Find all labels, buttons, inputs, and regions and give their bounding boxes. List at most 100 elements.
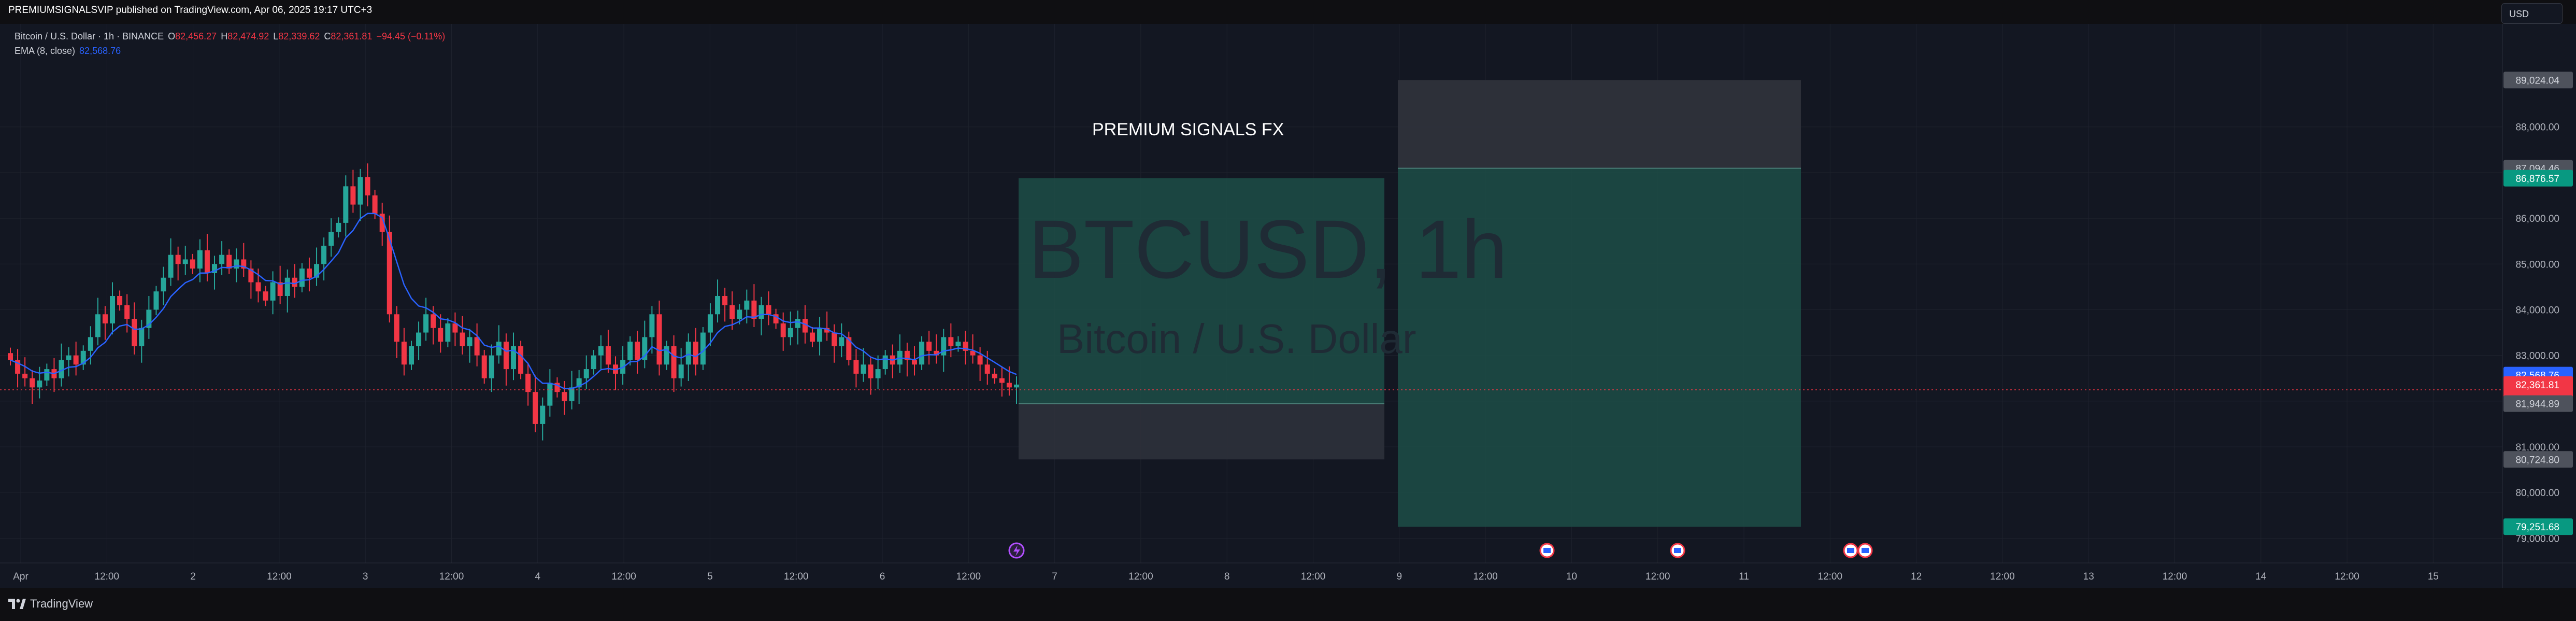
- overlay-title: PREMIUM SIGNALS FX: [1092, 120, 1284, 139]
- candle-body: [934, 350, 939, 356]
- candle-body: [773, 314, 779, 323]
- candle-body: [562, 392, 567, 401]
- candle-body: [117, 296, 123, 305]
- price-axis-bg: [2502, 24, 2576, 588]
- candle-body: [700, 332, 706, 365]
- candle-body: [795, 319, 800, 328]
- ema-line: [10, 213, 1017, 390]
- position1-profit-zone: [1019, 178, 1384, 404]
- candle-body: [992, 373, 997, 378]
- position1-stop-zone: [1019, 403, 1384, 460]
- y-tick-label: 80,000.00: [2515, 488, 2559, 499]
- currency-button[interactable]: USD: [2501, 3, 2563, 24]
- candle-body: [846, 337, 852, 360]
- event-markers: [1008, 542, 1873, 559]
- candle-body: [715, 296, 721, 315]
- candle-body: [80, 350, 86, 365]
- y-tick-label: 83,000.00: [2515, 351, 2559, 362]
- candle-body: [284, 277, 290, 296]
- x-tick-label: 6: [880, 571, 885, 582]
- legend-ema-label[interactable]: EMA (8, close): [15, 46, 76, 56]
- legend-close: 82,361.81: [331, 31, 373, 41]
- candle-body: [481, 355, 487, 378]
- x-tick-label: 12:00: [1301, 571, 1326, 582]
- legend-low: 82,339.62: [278, 31, 320, 41]
- candle-body: [737, 309, 742, 319]
- price-labels: 89,024.0487,094.4686,876.5782,568.7682,3…: [2503, 72, 2573, 535]
- x-tick-label: 12:00: [267, 571, 292, 582]
- legend-open: 82,456.27: [175, 31, 217, 41]
- candle-body: [671, 346, 677, 378]
- watermark-name: Bitcoin / U.S. Dollar: [1057, 316, 1416, 362]
- x-tick-label: 12:00: [1990, 571, 2015, 582]
- candle-body: [30, 378, 35, 388]
- candle-body: [977, 355, 983, 365]
- candle-body: [365, 177, 370, 195]
- candle-body: [970, 350, 976, 356]
- legend-high: 82,474.92: [227, 31, 269, 41]
- x-tick-label: 12:00: [2163, 571, 2187, 582]
- candle-body: [22, 373, 28, 378]
- candle-body: [314, 264, 320, 278]
- candle-body: [664, 346, 669, 365]
- candle-body: [59, 360, 64, 378]
- x-tick-label: 15: [2428, 571, 2439, 582]
- price-label-value: 82,361.81: [2515, 380, 2559, 391]
- x-tick-label: 11: [1739, 571, 1749, 582]
- candle-body: [693, 342, 698, 365]
- candle-body: [132, 319, 137, 346]
- candle-body: [496, 342, 502, 356]
- candle-body: [161, 277, 166, 292]
- price-label-value: 80,724.80: [2515, 455, 2559, 465]
- candle-body: [66, 355, 71, 360]
- candle-body: [445, 323, 451, 342]
- price-axis: 79,000.0080,000.0081,000.0082,000.0083,0…: [2502, 24, 2576, 588]
- candle-body: [904, 350, 910, 360]
- candle-body: [226, 255, 232, 269]
- y-tick-label: 84,000.00: [2515, 305, 2559, 316]
- candle-body: [583, 369, 589, 378]
- x-tick-label: 12:00: [611, 571, 636, 582]
- candle-body: [321, 246, 327, 264]
- y-tick-label: 79,000.00: [2515, 533, 2559, 544]
- candle-body: [948, 337, 954, 346]
- candle-body: [809, 332, 815, 342]
- candle-body: [401, 342, 407, 365]
- candle-body: [722, 296, 728, 305]
- x-tick-label: 7: [1052, 571, 1057, 582]
- x-tick-label: 13: [2083, 571, 2094, 582]
- candle-body: [467, 337, 473, 346]
- candle-body: [882, 355, 888, 370]
- position2-profit-zone: [1398, 168, 1801, 527]
- candle-body: [372, 195, 378, 214]
- chart-panel[interactable]: BTCUSD, 1h Bitcoin / U.S. Dollar PREMIUM…: [0, 24, 2576, 588]
- x-tick-label: 12:00: [784, 571, 809, 582]
- candle-body: [350, 186, 356, 205]
- y-tick-label: 86,000.00: [2515, 214, 2559, 224]
- candle-body: [853, 360, 859, 374]
- x-tick-label: 9: [1397, 571, 1403, 582]
- candle-body: [416, 332, 422, 346]
- candle-body: [357, 177, 363, 205]
- symbol-watermark: BTCUSD, 1h Bitcoin / U.S. Dollar: [1028, 203, 1508, 362]
- candle-body: [8, 353, 13, 360]
- x-tick-label: 14: [2255, 571, 2267, 582]
- legend-change: −94.45 (−0.11%): [376, 31, 446, 41]
- candle-body: [452, 323, 458, 333]
- x-tick-label: 12: [1911, 571, 1922, 582]
- candle-body: [219, 255, 225, 264]
- legend-high-label: H: [221, 31, 228, 41]
- candle-body: [204, 250, 210, 273]
- chart-canvas[interactable]: BTCUSD, 1h Bitcoin / U.S. Dollar PREMIUM…: [0, 24, 2576, 588]
- candle-body: [598, 346, 604, 356]
- y-tick-label: 88,000.00: [2515, 122, 2559, 133]
- candle-body: [649, 314, 655, 337]
- y-tick-label: 85,000.00: [2515, 259, 2559, 270]
- x-tick-label: 8: [1224, 571, 1230, 582]
- candle-body: [780, 323, 786, 337]
- tradingview-logo[interactable]: TradingView: [8, 597, 93, 611]
- us-flag-event-icon-fill: [1847, 548, 1854, 553]
- candle-body: [540, 405, 546, 424]
- x-tick-label: 12:00: [95, 571, 120, 582]
- candle-body: [518, 346, 524, 374]
